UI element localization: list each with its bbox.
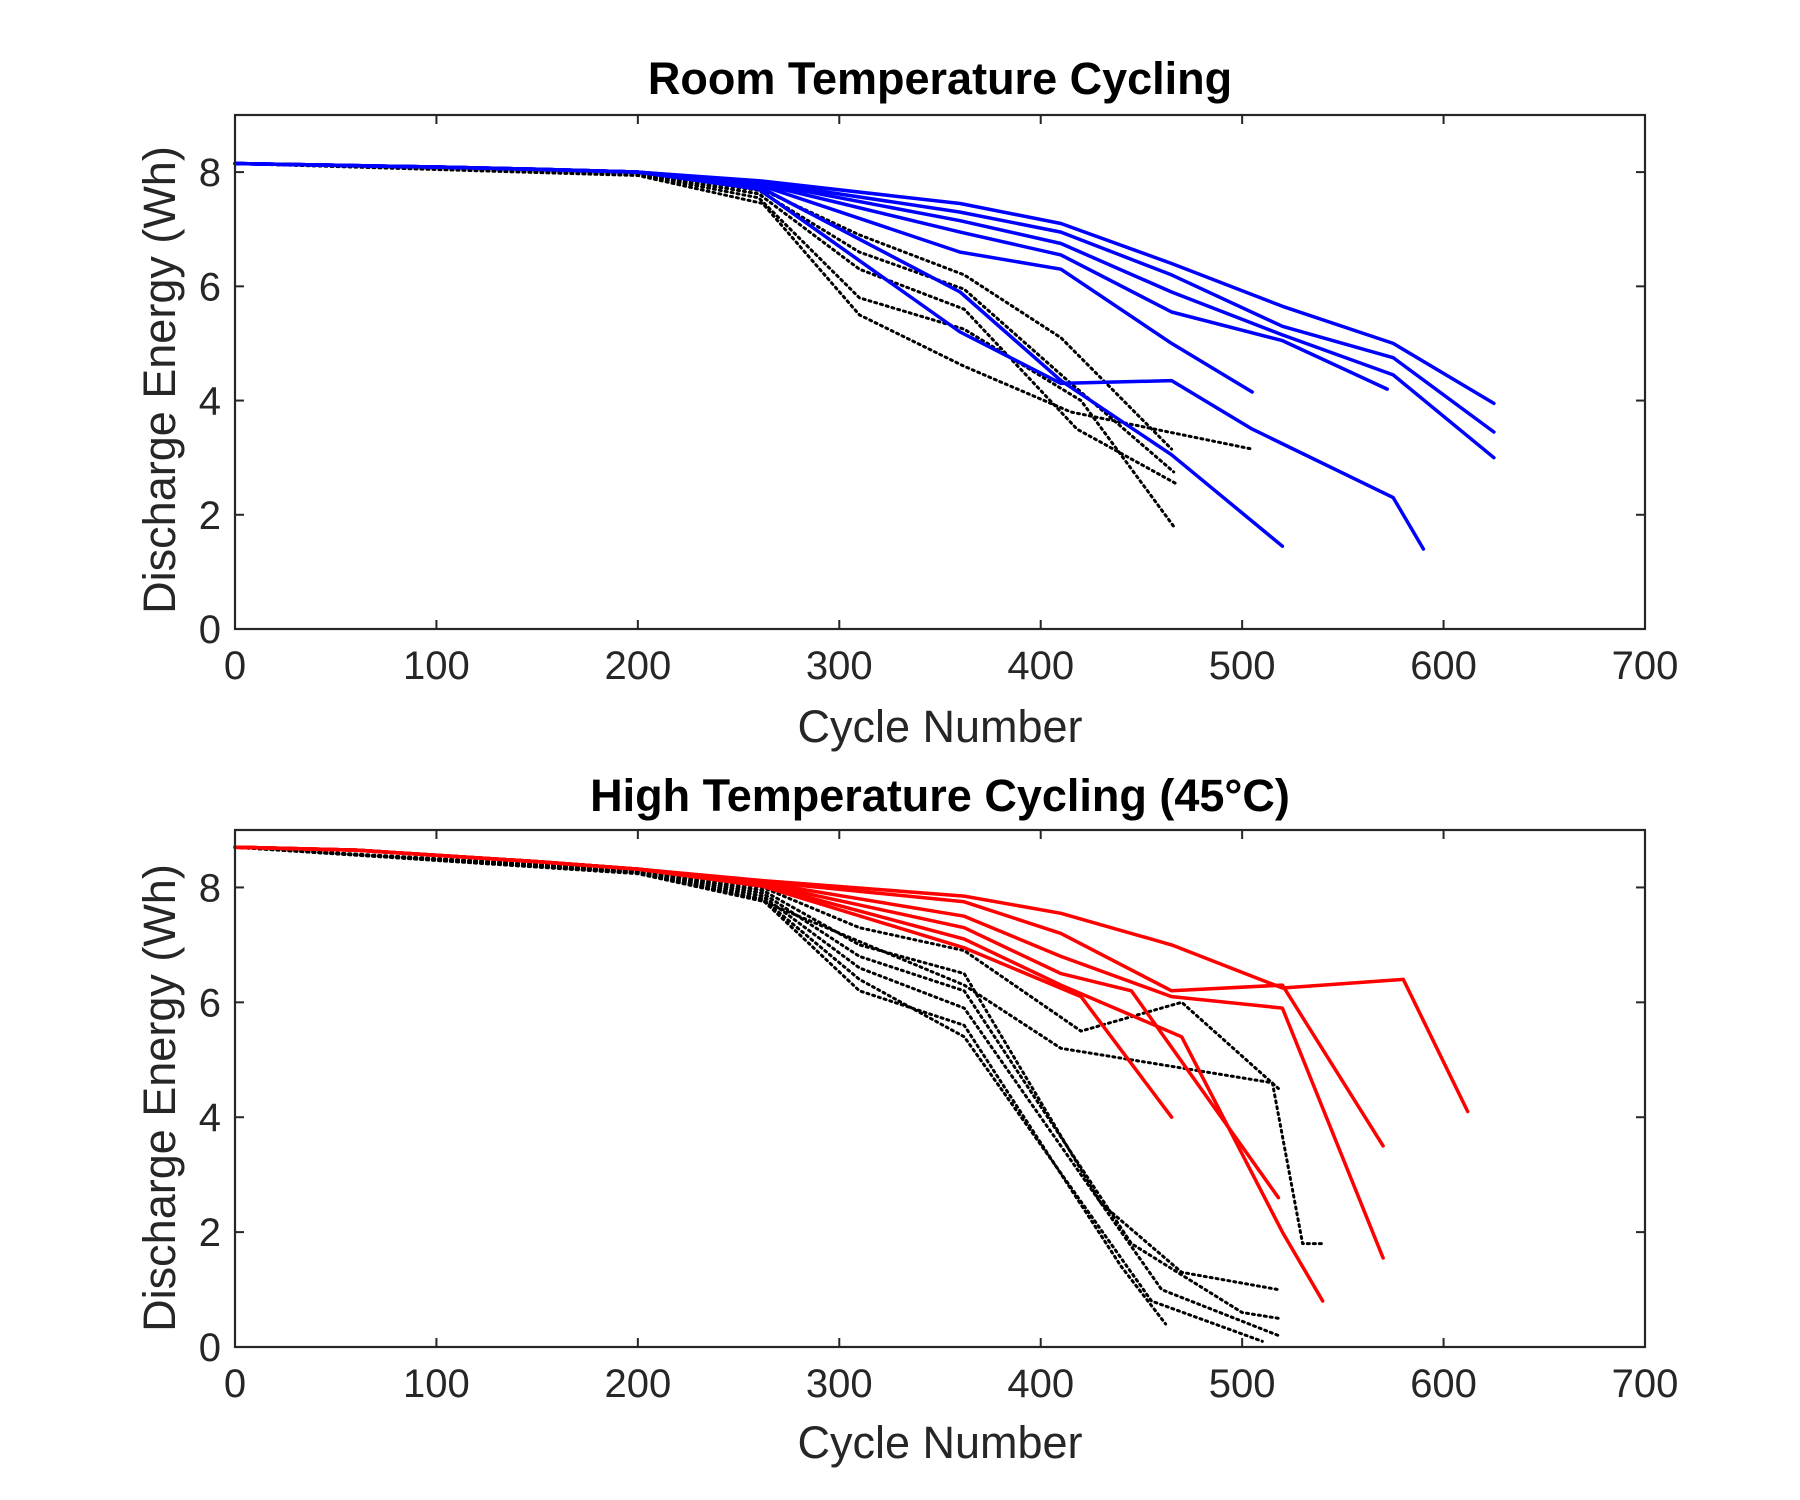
x-tick-label: 200 <box>604 644 671 688</box>
high-temperature-chart: High Temperature Cycling (45°C) Cycle Nu… <box>134 770 1678 1468</box>
y-tick-label: 4 <box>199 1096 221 1140</box>
x-tick-label: 600 <box>1410 644 1477 688</box>
high-series-layer <box>233 845 1470 1343</box>
room-temperature-chart: Room Temperature Cycling Cycle Number Di… <box>134 53 1678 752</box>
x-tick-label: 700 <box>1612 1362 1679 1406</box>
high-plot-area <box>233 828 1647 1349</box>
dotted-series-line <box>233 845 1280 1292</box>
colored-series-line <box>233 161 1496 406</box>
x-tick-label: 500 <box>1209 644 1276 688</box>
x-tick-label: 300 <box>806 644 873 688</box>
y-tick-label: 0 <box>199 1326 221 1370</box>
dotted-series-line <box>233 845 1280 1320</box>
dotted-series-line <box>233 162 1254 451</box>
y-tick-label: 6 <box>199 265 221 309</box>
dotted-series-line <box>233 845 1264 1343</box>
y-tick-label: 0 <box>199 608 221 652</box>
colored-series-line <box>233 845 1470 1114</box>
colored-series-line <box>233 845 1174 1119</box>
high-chart-title: High Temperature Cycling (45°C) <box>590 770 1290 821</box>
y-tick-label: 8 <box>199 866 221 910</box>
x-tick-label: 300 <box>806 1362 873 1406</box>
dotted-series-line <box>233 162 1174 451</box>
y-tick-label: 6 <box>199 981 221 1025</box>
x-tick-label: 600 <box>1410 1362 1477 1406</box>
room-y-axis-label: Discharge Energy (Wh) <box>134 146 185 614</box>
high-ticks: 0 100 200 300 400 500 600 700 0 2 4 6 8 <box>199 830 1679 1406</box>
x-tick-label: 400 <box>1007 644 1074 688</box>
dotted-series-line <box>233 845 1280 1337</box>
room-x-axis-label: Cycle Number <box>797 701 1082 752</box>
colored-series-line <box>233 845 1385 1260</box>
y-tick-label: 2 <box>199 494 221 538</box>
x-tick-label: 700 <box>1612 644 1679 688</box>
room-plot-area <box>233 113 1647 631</box>
dotted-series-line <box>233 162 1176 474</box>
x-tick-label: 500 <box>1209 1362 1276 1406</box>
colored-series-line <box>233 161 1389 391</box>
dotted-series-line <box>233 162 1178 485</box>
x-tick-label: 100 <box>403 644 470 688</box>
x-tick-label: 0 <box>224 1362 246 1406</box>
room-chart-title: Room Temperature Cycling <box>648 53 1232 104</box>
x-tick-label: 100 <box>403 1362 470 1406</box>
room-series-layer <box>233 161 1496 551</box>
y-tick-label: 8 <box>199 151 221 195</box>
y-tick-label: 4 <box>199 380 221 424</box>
colored-series-line <box>233 161 1285 548</box>
x-tick-label: 0 <box>224 644 246 688</box>
x-tick-label: 200 <box>604 1362 671 1406</box>
high-y-axis-label: Discharge Energy (Wh) <box>134 864 185 1332</box>
room-ticks: 0 100 200 300 400 500 600 700 0 2 4 6 8 <box>199 115 1679 688</box>
y-tick-label: 2 <box>199 1211 221 1255</box>
dotted-series-line <box>233 845 1325 1246</box>
high-x-axis-label: Cycle Number <box>797 1417 1082 1468</box>
x-tick-label: 400 <box>1007 1362 1074 1406</box>
colored-series-line <box>233 161 1426 551</box>
